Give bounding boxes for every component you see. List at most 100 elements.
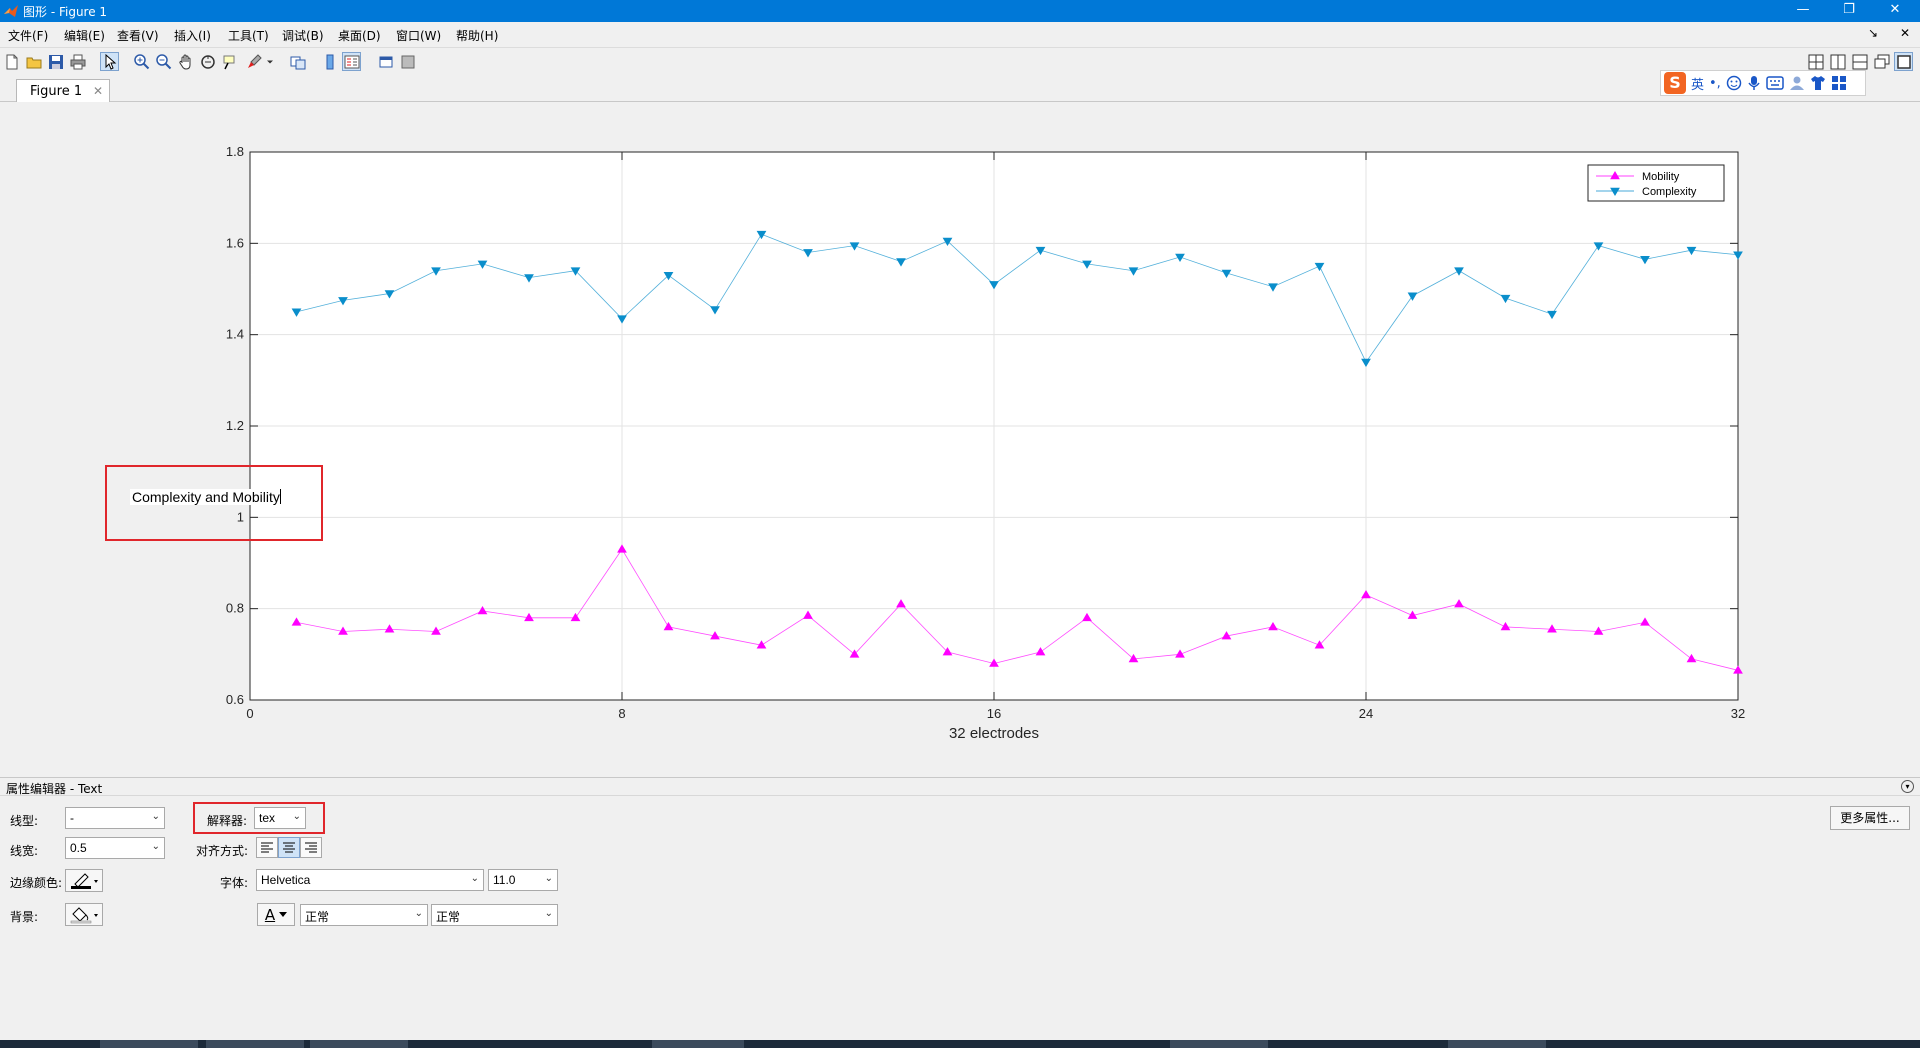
maximize-layout-icon[interactable] [1894, 52, 1913, 71]
ime-mode-toggle[interactable]: 英 [1691, 77, 1705, 93]
menu-insert[interactable]: 插入(I) [174, 29, 211, 43]
edgecolor-button[interactable] [65, 869, 103, 892]
font-weight-select[interactable]: 正常 ⌄ [300, 904, 428, 926]
background-color-button[interactable] [65, 903, 103, 926]
align-center-button[interactable] [278, 837, 300, 858]
more-properties-button[interactable]: 更多属性... [1830, 806, 1910, 830]
align-right-icon [305, 842, 317, 852]
top-bottom-layout-icon[interactable] [1850, 52, 1869, 71]
dock-figure-button[interactable]: ↘ [1868, 26, 1879, 40]
font-size-select[interactable]: 11.0 ⌄ [488, 869, 558, 891]
insert-colorbar-icon[interactable] [320, 52, 339, 71]
data-point-complexity [524, 274, 534, 283]
save-icon[interactable] [46, 52, 65, 71]
text-color-button[interactable]: A [257, 903, 295, 926]
data-point-mobility [617, 544, 627, 553]
microphone-icon[interactable] [1747, 75, 1761, 91]
brush-icon[interactable] [244, 52, 263, 71]
figure-canvas[interactable]: 0 8 16 24 32 0.6 0.8 1 1.2 1.4 1.6 1.8 32 electrodes… [0, 102, 1920, 776]
data-point-complexity [1314, 262, 1325, 272]
data-point-mobility [1686, 653, 1697, 663]
align-right-button[interactable] [300, 837, 322, 858]
y-tick-label: 0.6 [226, 692, 244, 707]
data-point-complexity [1268, 283, 1278, 292]
taskbar-item[interactable] [310, 1040, 408, 1048]
minimize-button[interactable]: — [1796, 2, 1810, 17]
data-point-complexity [1035, 246, 1046, 256]
menu-tools[interactable]: 工具(T) [228, 29, 269, 43]
taskbar-item[interactable] [1448, 1040, 1546, 1048]
align-left-button[interactable] [256, 837, 278, 858]
left-right-layout-icon[interactable] [1828, 52, 1847, 71]
data-cursor-icon[interactable] [220, 52, 239, 71]
interpreter-select[interactable]: tex ⌄ [254, 807, 306, 829]
data-point-complexity [989, 281, 999, 290]
data-point-complexity [710, 306, 720, 315]
taskbar-item[interactable] [206, 1040, 304, 1048]
tab-figure-1[interactable]: Figure 1 ✕ [16, 79, 110, 103]
close-window-button[interactable]: ✕ [1889, 2, 1901, 17]
zoom-out-icon[interactable] [154, 52, 173, 71]
print-icon[interactable] [68, 52, 87, 71]
close-figure-button[interactable]: ✕ [1900, 26, 1911, 40]
menu-edit[interactable]: 编辑(E) [64, 29, 105, 43]
taskbar-item[interactable] [652, 1040, 744, 1048]
rotate-3d-icon[interactable] [198, 52, 217, 71]
menu-debug[interactable]: 调试(B) [282, 29, 324, 43]
restore-button[interactable]: ❐ [1843, 2, 1855, 17]
font-family-select[interactable]: Helvetica ⌄ [256, 869, 484, 891]
font-angle-select[interactable]: 正常 ⌄ [431, 904, 558, 926]
data-point-mobility [1082, 612, 1092, 622]
y-tick-label: 1.6 [226, 235, 244, 250]
linestyle-label: 线型: [10, 814, 39, 828]
toolbar [0, 47, 1920, 75]
data-point-complexity [1128, 267, 1139, 276]
keyboard-icon[interactable] [1766, 76, 1784, 90]
tab-close-icon[interactable]: ✕ [92, 84, 103, 98]
linestyle-select[interactable]: - ⌄ [65, 807, 165, 829]
linewidth-select[interactable]: 0.5 ⌄ [65, 837, 165, 859]
toolbox-grid-icon[interactable] [1831, 75, 1847, 91]
emoji-icon[interactable] [1726, 75, 1742, 91]
data-point-mobility [756, 640, 767, 649]
user-icon[interactable] [1789, 75, 1805, 91]
insert-legend-icon[interactable] [342, 52, 361, 71]
menu-file[interactable]: 文件(F) [8, 29, 49, 43]
plot-axes[interactable]: 0 8 16 24 32 0.6 0.8 1 1.2 1.4 1.6 1.8 32 electrodes… [0, 102, 1920, 776]
data-point-mobility [338, 626, 348, 635]
data-point-mobility [1547, 624, 1557, 633]
data-point-mobility [570, 612, 581, 622]
data-point-complexity [431, 267, 441, 276]
annotation-text-editing[interactable]: Complexity and Mobility [130, 489, 283, 505]
hide-plot-tools-icon[interactable] [376, 52, 395, 71]
menu-view[interactable]: 查看(V) [117, 29, 159, 43]
ime-punctuation-toggle[interactable]: •, [1709, 75, 1721, 91]
edit-plot-arrow-icon[interactable] [100, 52, 119, 71]
zoom-in-icon[interactable] [132, 52, 151, 71]
property-editor-header: 属性编辑器 - Text ▾ [0, 778, 1920, 796]
data-point-mobility [803, 610, 813, 619]
float-layout-icon[interactable] [1872, 52, 1891, 71]
title-bar: 图形 - Figure 1 — ❐ ✕ [0, 0, 1920, 22]
chevron-down-icon: ⌄ [470, 873, 479, 884]
pan-hand-icon[interactable] [176, 52, 195, 71]
show-plot-tools-icon[interactable] [398, 52, 417, 71]
link-plot-icon[interactable] [288, 52, 307, 71]
data-point-complexity [1454, 267, 1464, 276]
data-point-complexity [756, 230, 767, 240]
open-file-icon[interactable] [24, 52, 43, 71]
annotation-highlight-box [105, 465, 323, 541]
skin-shirt-icon[interactable] [1810, 75, 1826, 91]
menu-help[interactable]: 帮助(H) [456, 29, 499, 43]
taskbar-item[interactable] [1170, 1040, 1268, 1048]
brush-dropdown-icon[interactable] [264, 52, 276, 71]
taskbar-item[interactable] [100, 1040, 198, 1048]
tile-layout-icon[interactable] [1806, 52, 1825, 71]
menu-window[interactable]: 窗口(W) [396, 29, 442, 43]
tab-figure-1-label: Figure 1 [30, 84, 83, 99]
new-figure-icon[interactable] [2, 52, 21, 71]
collapse-panel-icon[interactable]: ▾ [1901, 780, 1914, 793]
sogou-logo-icon[interactable]: S [1664, 72, 1686, 94]
interpreter-highlight-box [193, 802, 325, 834]
menu-desktop[interactable]: 桌面(D) [338, 29, 381, 43]
